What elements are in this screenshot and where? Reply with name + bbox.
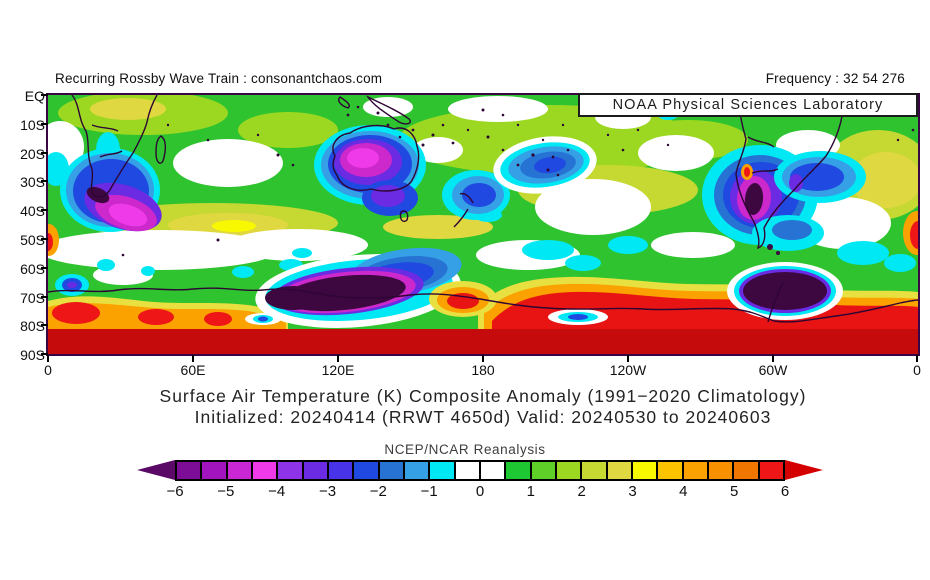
colorbar-cell (402, 462, 429, 479)
x-axis-label: 60E (180, 362, 206, 378)
x-tick (772, 355, 774, 362)
colorbar-tick-label: 1 (526, 483, 535, 500)
colorbar-cell (732, 462, 758, 479)
header-frequency-text: Frequency : 32 54 276 (765, 71, 905, 86)
colorbar-cell (580, 462, 606, 479)
colorbar-cell (301, 462, 327, 479)
colorbar-tick-label: 0 (475, 483, 485, 500)
colorbar-right-arrow (785, 460, 823, 480)
y-tick (41, 209, 48, 211)
x-axis-label: 120W (609, 362, 647, 378)
x-tick (482, 355, 484, 362)
x-tick (916, 355, 918, 362)
y-tick (41, 353, 48, 355)
colorbar-cell (428, 462, 454, 479)
y-axis-label: 10S (20, 117, 45, 133)
colorbar-tick-label: −6 (166, 483, 184, 500)
colorbar-cell (453, 462, 479, 479)
colorbar-cell (200, 462, 226, 479)
y-axis-label: 20S (20, 146, 45, 162)
colorbar-cell (250, 462, 277, 479)
colorbar-source-label: NCEP/NCAR Reanalysis (384, 442, 546, 457)
island-dots (121, 105, 915, 257)
y-axis-label: 70S (20, 290, 45, 306)
x-axis-label: 120E (321, 362, 355, 378)
x-tick (337, 355, 339, 362)
x-tick (47, 355, 49, 362)
coastlines (48, 95, 918, 323)
colorbar-tick-label: 5 (730, 483, 739, 500)
y-tick (41, 324, 48, 326)
colorbar-cell (377, 462, 403, 479)
y-tick (41, 180, 48, 182)
colorbar-tick-label: −3 (318, 483, 337, 500)
x-axis-label: 60W (758, 362, 788, 378)
header-left-text: Recurring Rossby Wave Train : consonantc… (55, 71, 383, 86)
colorbar-cell (681, 462, 707, 479)
y-tick (41, 238, 48, 240)
anomaly-map (46, 93, 920, 356)
colorbar-cell (478, 462, 505, 479)
plot-title: Surface Air Temperature (K) Composite An… (159, 386, 807, 406)
colorbar-cell (177, 462, 201, 479)
y-axis-label: EQ (24, 88, 45, 104)
colorbar-cell (352, 462, 378, 479)
x-axis-label: 0 (44, 362, 52, 378)
colorbar-cell (326, 462, 353, 479)
colorbar-cell (529, 462, 555, 479)
colorbar-cell (757, 462, 783, 479)
x-tick (627, 355, 629, 362)
x-tick (192, 355, 194, 362)
y-tick (41, 152, 48, 154)
y-tick (41, 94, 48, 96)
colorbar-cells (175, 460, 785, 481)
plot-subtitle: Initialized: 20240414 (RRWT 4650d) Valid… (194, 407, 772, 427)
y-axis-label: 60S (20, 261, 45, 277)
colorbar-cell (656, 462, 682, 479)
x-axis-label: 180 (471, 362, 495, 378)
colorbar-tick-label: 2 (577, 483, 586, 500)
colorbar-tick-label: −2 (369, 483, 387, 500)
colorbar-tick-label: 6 (780, 483, 790, 500)
colorbar-cell (605, 462, 631, 479)
y-tick (41, 267, 48, 269)
colorbar-cell (630, 462, 657, 479)
colorbar-tick-label: 3 (628, 483, 637, 500)
colorbar-cell (554, 462, 581, 479)
colorbar-left-arrow (137, 460, 175, 480)
colorbar-cell (276, 462, 302, 479)
y-tick (41, 123, 48, 125)
colorbar-labels: −6 −5 −4 −3 −2 −1 0 1 2 3 4 5 6 (166, 483, 789, 501)
noaa-psl-overlay-box: NOAA Physical Sciences Laboratory (578, 93, 918, 117)
y-axis-label: 40S (20, 203, 45, 219)
colorbar-tick-label: −5 (217, 483, 235, 500)
y-axis-label: 90S (20, 347, 45, 363)
y-tick (41, 296, 48, 298)
y-axis-label: 80S (20, 318, 45, 334)
colorbar-cell (504, 462, 530, 479)
y-axis-label: 50S (20, 232, 45, 248)
colorbar-tick-label: −4 (268, 483, 286, 500)
x-axis-label: 0 (913, 362, 921, 378)
y-axis-label: 30S (20, 174, 45, 190)
colorbar-tick-label: 4 (679, 483, 688, 500)
colorbar: −6 −5 −4 −3 −2 −1 0 1 2 3 4 5 6 (137, 460, 823, 505)
anomaly-map-svg (48, 95, 918, 354)
colorbar-cell (225, 462, 251, 479)
colorbar-tick-label: −1 (420, 483, 438, 500)
colorbar-cell (706, 462, 733, 479)
